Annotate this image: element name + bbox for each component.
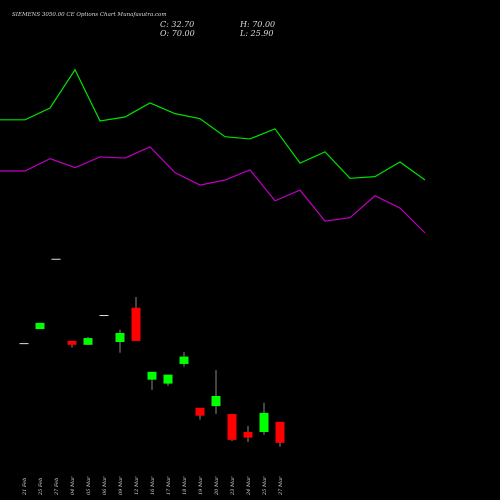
x-tick-label: 21 Feb xyxy=(22,478,28,496)
x-tick-label: 18 Mar xyxy=(182,476,188,495)
summary-open: O: 70.00 xyxy=(160,29,195,38)
candle-body xyxy=(195,407,205,416)
candle-body xyxy=(259,412,269,432)
candle-body xyxy=(51,258,61,260)
indicator-line xyxy=(0,68,426,181)
x-tick-label: 16 Mar xyxy=(150,476,156,495)
chart-title: SIEMENS 3050.00 CE Options Chart Munafas… xyxy=(12,12,167,18)
summary-close: C: 32.70 xyxy=(160,20,194,29)
summary-low: L: 25.90 xyxy=(239,29,273,38)
x-tick-label: 04 Mar xyxy=(70,476,76,495)
x-tick-label: 05 Mar xyxy=(86,476,92,495)
candle-body xyxy=(179,356,189,364)
candle-body xyxy=(275,421,285,443)
candle-body xyxy=(19,343,29,345)
x-tick-label: 17 Mar xyxy=(166,476,172,495)
x-tick-label: 09 Mar xyxy=(118,476,124,495)
candle-body xyxy=(99,315,109,316)
indicator-line xyxy=(0,146,426,234)
candle-body xyxy=(147,371,157,380)
summary-high: H: 70.00 xyxy=(239,20,275,29)
x-tick-label: 23 Mar xyxy=(230,476,236,496)
x-tick-label: 12 Mar xyxy=(134,476,140,495)
x-tick-label: 19 Mar xyxy=(198,476,204,495)
candle-body xyxy=(131,307,141,341)
candle-body xyxy=(115,333,125,342)
x-tick-label: 24 Mar xyxy=(246,476,252,496)
candle-body xyxy=(227,414,237,440)
candle-body xyxy=(83,338,93,345)
x-tick-label: 25 Feb xyxy=(38,478,44,496)
x-tick-label: 27 Feb xyxy=(54,478,60,496)
candle-body xyxy=(243,432,253,438)
candle-body xyxy=(163,374,173,384)
candle-body xyxy=(35,322,45,330)
candle-body xyxy=(67,340,77,345)
candle-body xyxy=(211,396,221,407)
x-tick-label: 06 Mar xyxy=(102,476,108,495)
x-tick-label: 27 Mar xyxy=(278,476,284,496)
x-tick-label: 20 Mar xyxy=(214,476,220,496)
x-tick-label: 25 Mar xyxy=(262,476,268,496)
